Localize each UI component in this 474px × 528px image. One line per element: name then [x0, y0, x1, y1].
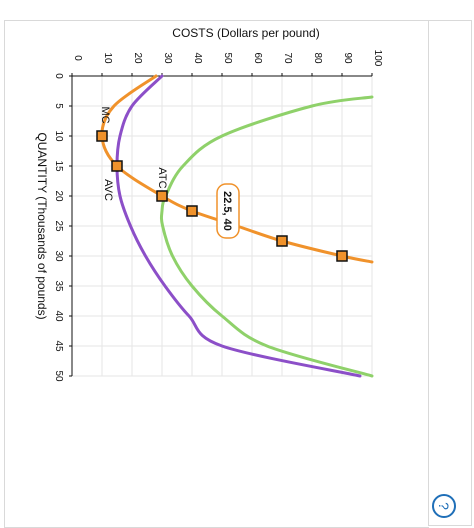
help-icon: ? — [435, 502, 452, 510]
quantity-tick-label: 20 — [53, 190, 64, 202]
curve-label-avc: AVC — [102, 179, 114, 201]
curve-atc[interactable] — [159, 95, 374, 378]
cost-tick-label: 60 — [252, 52, 263, 64]
cost-tick-label: 10 — [102, 52, 113, 64]
quantity-tick-label: 10 — [53, 130, 64, 142]
quantity-tick-label: 50 — [53, 370, 64, 382]
quantity-tick-label: 40 — [53, 310, 64, 322]
side-panel — [428, 20, 472, 526]
point-callout-box — [216, 183, 240, 239]
cost-tick-label: 80 — [312, 52, 323, 64]
quantity-tick-label: 30 — [53, 250, 64, 262]
mc-point-marker-5[interactable] — [276, 235, 288, 247]
cost-tick-label: 50 — [222, 52, 233, 64]
graph-card — [4, 20, 429, 528]
markers — [96, 130, 348, 262]
mc-point-marker-1[interactable] — [96, 130, 108, 142]
labels: MC AVC ATC 22.5, 40 — [99, 106, 240, 239]
quantity-tick-label: 5 — [53, 103, 64, 109]
cost-tick-label: 0 — [72, 55, 83, 61]
mc-point-marker-2[interactable] — [111, 160, 123, 172]
cost-tick-label: 90 — [342, 52, 353, 64]
quantity-tick-label: 35 — [53, 280, 64, 292]
cost-tick-label: 20 — [132, 52, 143, 64]
help-button[interactable]: ? — [432, 494, 456, 518]
mc-point-marker-4[interactable] — [186, 205, 198, 217]
point-callout-label: 22.5, 40 — [221, 191, 233, 231]
curve-label-mc: MC — [99, 106, 111, 123]
axes: 0 10 20 30 40 50 60 70 80 90 100 0 5 10 15 20 25 30 35 40 45… — [53, 50, 383, 382]
curve-avc[interactable] — [115, 74, 362, 378]
quantity-tick-label: 15 — [53, 160, 64, 172]
cost-tick-label: 40 — [192, 52, 203, 64]
mc-point-marker-3[interactable] — [156, 190, 168, 202]
y-axis-title: COSTS (Dollars per pound) — [172, 26, 319, 40]
quantity-tick-label: 25 — [53, 220, 64, 232]
cost-tick-label: 30 — [162, 52, 173, 64]
curve-label-atc: ATC — [156, 167, 168, 188]
quantity-tick-label: 0 — [53, 73, 64, 79]
curves — [100, 74, 374, 378]
x-axis-title: QUANTITY (Thousands of pounds) — [35, 132, 49, 319]
cost-tick-label: 100 — [372, 50, 383, 67]
mc-point-marker-6[interactable] — [336, 250, 348, 262]
cost-tick-label: 70 — [282, 52, 293, 64]
curve-mc[interactable] — [100, 74, 374, 264]
quantity-tick-label: 45 — [53, 340, 64, 352]
